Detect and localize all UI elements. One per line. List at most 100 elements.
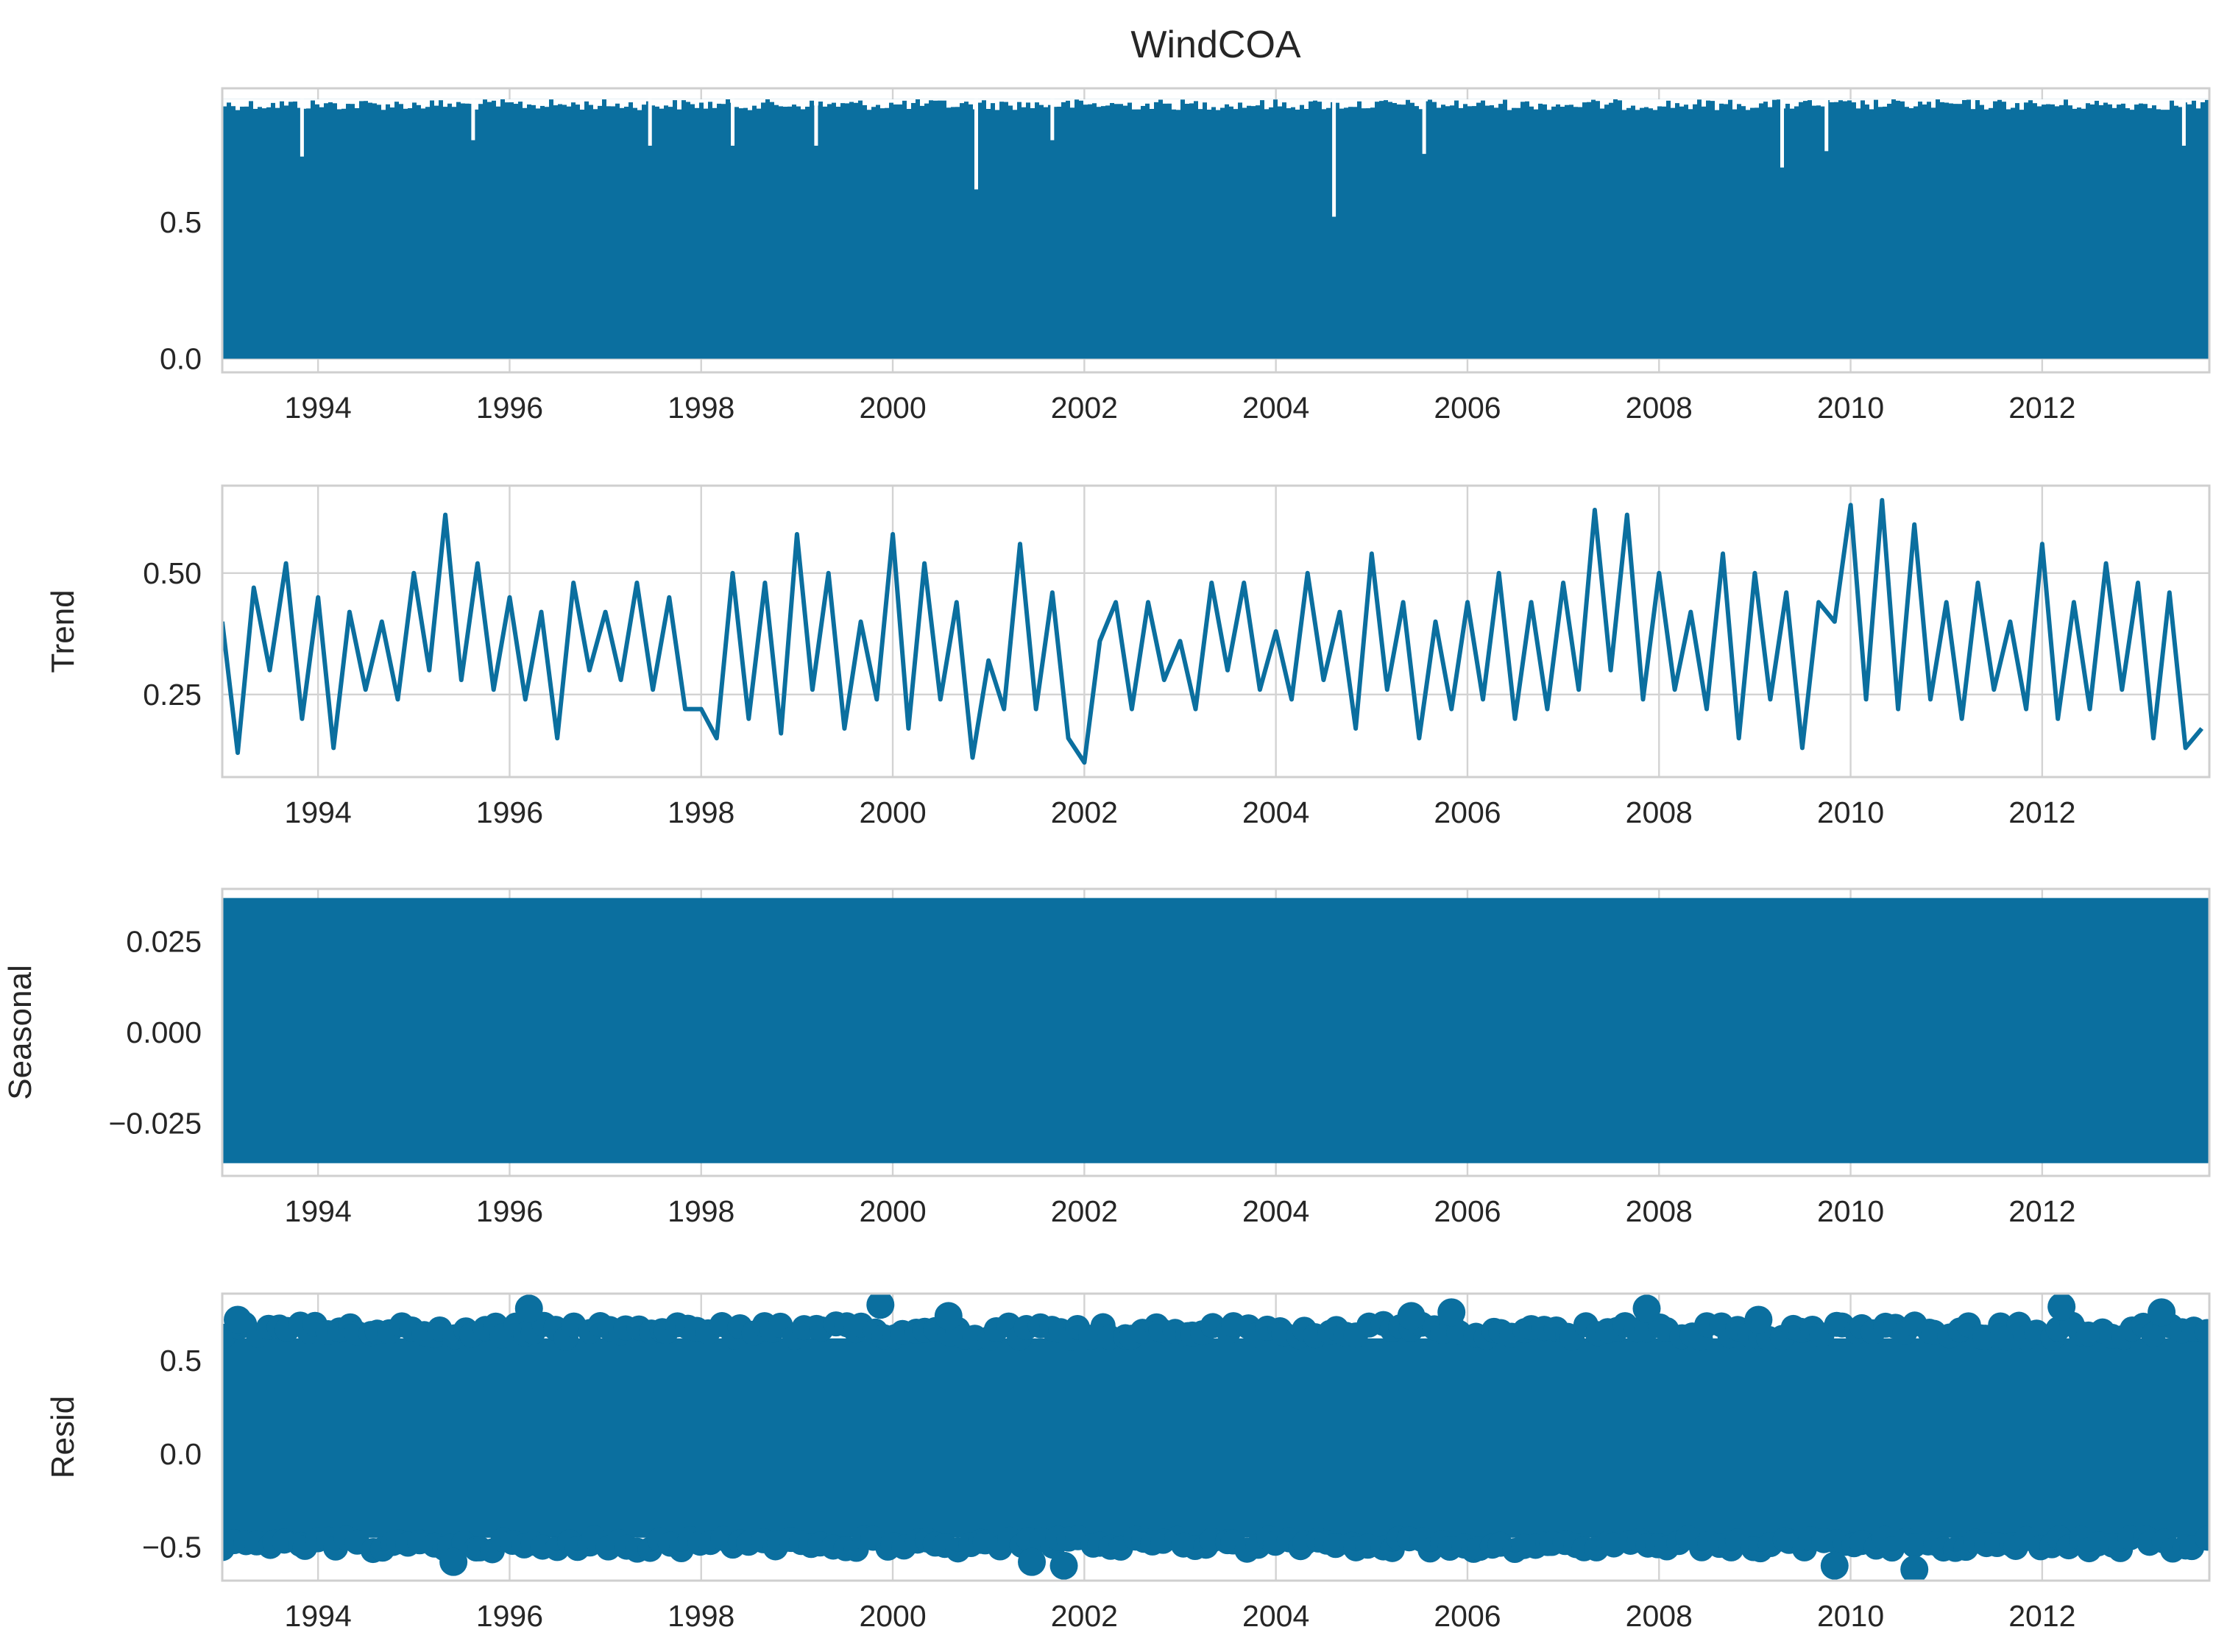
- observed-edge-gap: [1348, 99, 1353, 107]
- observed-edge-gap: [2108, 99, 2112, 104]
- observed-edge-gap: [262, 99, 266, 108]
- observed-edge-gap: [1728, 99, 1732, 100]
- observed-edge-gap: [2112, 99, 2117, 108]
- observed-edge-gap: [593, 99, 598, 109]
- observed-edge-gap: [1410, 99, 1415, 103]
- resid-extreme-point: [1018, 1548, 1046, 1576]
- observed-edge-gap: [509, 99, 514, 102]
- observed-edge-gap: [1626, 99, 1631, 108]
- observed-edge-gap: [1865, 99, 1869, 104]
- observed-edge-gap: [1061, 99, 1066, 102]
- observed-edge-gap: [1172, 99, 1176, 110]
- observed-xtick-label: 1996: [476, 391, 543, 425]
- observed-edge-gap: [1878, 99, 1883, 107]
- observed-edge-gap: [1525, 99, 1529, 102]
- observed-edge-gap: [1384, 99, 1388, 100]
- observed-edge-gap: [1799, 99, 1803, 102]
- observed-edge-gap: [858, 99, 863, 101]
- observed-edge-gap: [739, 99, 743, 108]
- observed-edge-gap: [293, 99, 297, 102]
- observed-edge-gap: [1450, 99, 1454, 105]
- observed-edge-gap: [1260, 99, 1264, 100]
- observed-edge-gap: [1339, 99, 1344, 109]
- observed-edge-gap: [2095, 99, 2099, 101]
- trend-xtick-label: 1994: [285, 795, 352, 829]
- observed-edge-gap: [1750, 99, 1755, 108]
- observed-edge-gap: [659, 99, 664, 109]
- observed-edge-gap: [1816, 99, 1821, 105]
- observed-edge-gap: [1415, 99, 1419, 106]
- observed-edge-gap: [827, 99, 832, 104]
- observed-edge-gap: [1724, 99, 1728, 104]
- observed-edge-gap: [708, 99, 712, 102]
- observed-edge-gap: [571, 99, 576, 102]
- observed-edge-gap: [1233, 99, 1238, 109]
- observed-edge-gap: [244, 99, 249, 107]
- observed-edge-gap: [1083, 99, 1088, 104]
- observed-edge-gap: [377, 99, 381, 104]
- observed-edge-gap: [2134, 99, 2139, 104]
- observed-edge-gap: [2077, 99, 2081, 107]
- observed-edge-gap: [1070, 99, 1074, 107]
- observed-edge-gap: [1013, 99, 1017, 110]
- observed-edge-gap: [1596, 99, 1600, 101]
- observed-edge-gap: [779, 99, 783, 107]
- observed-edge-gap: [523, 99, 527, 108]
- observed-edge-gap: [1896, 99, 1900, 101]
- observed-edge-gap: [1529, 99, 1534, 107]
- observed-edge-gap: [801, 99, 805, 110]
- observed-edge-gap: [487, 99, 492, 102]
- observed-edge-gap: [1666, 99, 1671, 101]
- trend-xtick-label: 2000: [859, 795, 926, 829]
- observed-edge-gap: [1375, 99, 1379, 102]
- observed-edge-gap: [2196, 99, 2201, 108]
- trend-ytick-label: 0.25: [143, 678, 202, 712]
- observed-edge-gap: [1719, 99, 1724, 104]
- observed-series-band: [222, 99, 2209, 359]
- observed-edge-gap: [2042, 99, 2046, 104]
- observed-edge-gap: [1679, 99, 1684, 107]
- observed-edge-gap: [399, 99, 403, 104]
- observed-edge-gap: [1834, 99, 1838, 102]
- observed-edge-gap: [1516, 99, 1520, 108]
- observed-edge-gap: [938, 99, 942, 101]
- observed-edge-gap: [1119, 99, 1123, 104]
- observed-edge-gap: [2170, 99, 2174, 101]
- observed-xtick-label: 2004: [1242, 391, 1309, 425]
- trend-xtick-label: 2008: [1626, 795, 1693, 829]
- observed-edge-gap: [584, 99, 589, 102]
- observed-edge-gap: [2028, 99, 2033, 100]
- observed-edge-gap: [1688, 99, 1693, 109]
- observed-edge-gap: [1198, 99, 1203, 109]
- observed-edge-gap: [1357, 99, 1362, 102]
- observed-edge-gap: [615, 99, 620, 104]
- observed-edge-gap: [1874, 99, 1878, 100]
- trend-xtick-label: 2002: [1051, 795, 1118, 829]
- observed-edge-gap: [1755, 99, 1759, 108]
- observed-edge-gap: [1397, 99, 1401, 104]
- observed-edge-gap: [288, 99, 293, 102]
- observed-edge-gap: [1693, 99, 1697, 104]
- observed-edge-gap: [1856, 99, 1860, 109]
- seasonal-ytick-label: −0.025: [108, 1106, 202, 1140]
- observed-edge-gap: [2201, 99, 2205, 102]
- observed-edge-gap: [1278, 99, 1282, 107]
- observed-edge-gap: [1556, 99, 1560, 104]
- observed-edge-gap: [1445, 99, 1450, 106]
- observed-edge-gap: [1313, 99, 1317, 101]
- observed-edge-gap: [540, 99, 545, 106]
- observed-edge-gap: [315, 99, 319, 104]
- observed-edge-gap: [1794, 99, 1799, 107]
- observed-edge-gap: [1079, 99, 1083, 101]
- observed-edge-gap: [381, 99, 386, 110]
- observed-ytick-label: 0.5: [160, 205, 202, 239]
- observed-edge-gap: [629, 99, 633, 102]
- resid-extreme-point: [1437, 1298, 1465, 1326]
- resid-point: [2195, 1319, 2220, 1344]
- observed-edge-gap: [2121, 99, 2125, 104]
- observed-edge-gap: [1520, 99, 1525, 102]
- observed-edge-gap: [885, 99, 889, 108]
- observed-edge-gap: [924, 99, 929, 104]
- observed-edge-gap: [1830, 99, 1834, 102]
